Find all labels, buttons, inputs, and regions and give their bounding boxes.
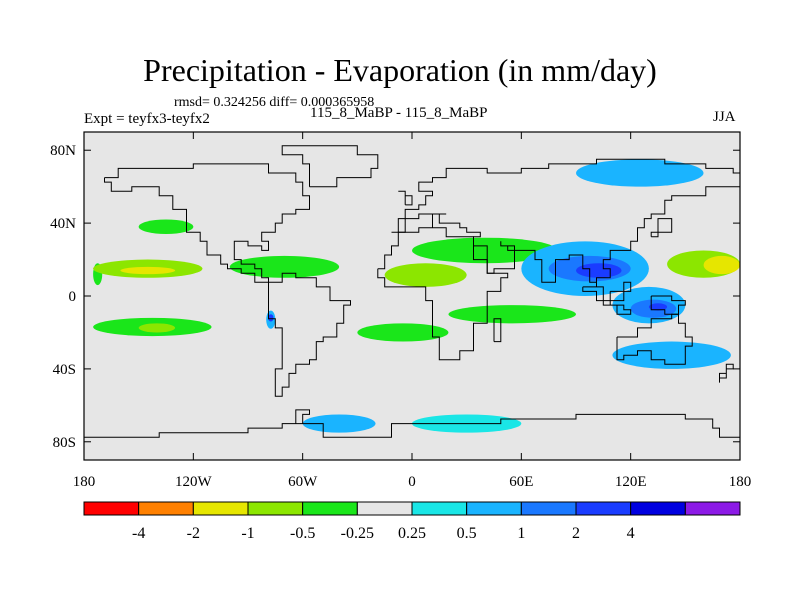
contour-region: [384, 263, 467, 287]
colorbar-box: [356, 501, 413, 516]
colorbar-label: 1: [517, 525, 525, 542]
colorbar-label: -1: [241, 525, 254, 542]
contour-region: [138, 323, 176, 333]
y-tick-label: 40N: [50, 216, 76, 232]
y-tick-label: 80N: [50, 143, 76, 159]
colorbar-label: -0.5: [290, 525, 315, 542]
coastline: [650, 295, 686, 315]
colorbar-box: [411, 501, 468, 516]
x-tick-label: 180: [73, 474, 96, 490]
y-tick-label: 40S: [53, 362, 76, 378]
coastlines: [84, 145, 740, 438]
coastline: [281, 145, 379, 188]
coastline: [650, 218, 673, 238]
colorbar-box: [466, 501, 522, 516]
colorbar-label: 4: [627, 525, 635, 542]
contour-region: [703, 255, 740, 275]
colorbar-box: [192, 501, 249, 516]
contour-region: [302, 414, 376, 433]
colorbar-box: [247, 501, 304, 516]
x-tick-label: 120W: [175, 474, 213, 490]
colorbar-label: 0.5: [457, 525, 477, 542]
x-tick-label: 0: [408, 474, 416, 490]
contour-region: [120, 266, 176, 275]
x-tick-label: 180: [729, 474, 752, 490]
colorbar-box: [520, 501, 577, 516]
coastline: [616, 313, 693, 365]
map-title: Precipitation - Evaporation (in mm/day): [143, 52, 657, 88]
coastline: [493, 318, 502, 343]
colorbar-label: -0.25: [341, 525, 374, 542]
coastline: [377, 227, 509, 361]
colorbar-label: -2: [187, 525, 200, 542]
colorbar-box: [684, 501, 741, 516]
colorbar: -4 -2 -1 -0.5 -0.25 0.25 0.5 1 2 4: [83, 501, 741, 542]
coastline: [104, 163, 310, 283]
y-axis: 80N 40N 0 40S 80S: [50, 143, 740, 451]
contour-region: [268, 314, 274, 322]
colorbar-box: [138, 501, 194, 516]
contour-region: [229, 255, 340, 278]
coastline: [609, 281, 632, 302]
contour-region: [576, 159, 704, 187]
contour-region: [612, 341, 731, 369]
coastline: [268, 272, 351, 397]
colorbar-box: [302, 501, 358, 516]
coastline: [719, 363, 734, 383]
x-tick-label: 60W: [288, 474, 318, 490]
contour-region: [138, 219, 194, 235]
colorbar-label: 0.25: [398, 525, 426, 542]
season-label: JJA: [713, 109, 736, 125]
colorbar-box: [575, 501, 632, 516]
colorbar-box: [630, 501, 686, 516]
y-tick-label: 80S: [53, 435, 76, 451]
contour-region: [357, 323, 449, 342]
y-tick-label: 0: [69, 289, 77, 305]
contour-region: [412, 237, 558, 264]
colorbar-label: 2: [572, 525, 580, 542]
period-label: 115_8_MaBP - 115_8_MaBP: [310, 105, 488, 121]
x-tick-label: 60E: [509, 474, 533, 490]
contour-region: [648, 303, 668, 311]
coastline: [391, 158, 740, 287]
coastline: [582, 286, 632, 315]
experiment-label: Expt = teyfx3-teyfx2: [84, 111, 210, 127]
colorbar-box: [83, 501, 140, 516]
colorbar-label: -4: [132, 525, 145, 542]
contour-region: [448, 305, 576, 324]
x-tick-label: 120E: [615, 474, 647, 490]
coastline: [84, 409, 740, 438]
coastline: [398, 190, 413, 206]
stats-text: rmsd= 0.324256 diff= 0.000365958: [174, 95, 375, 110]
x-axis: 180 120W 60W 0 60E 120E 180: [73, 132, 752, 490]
